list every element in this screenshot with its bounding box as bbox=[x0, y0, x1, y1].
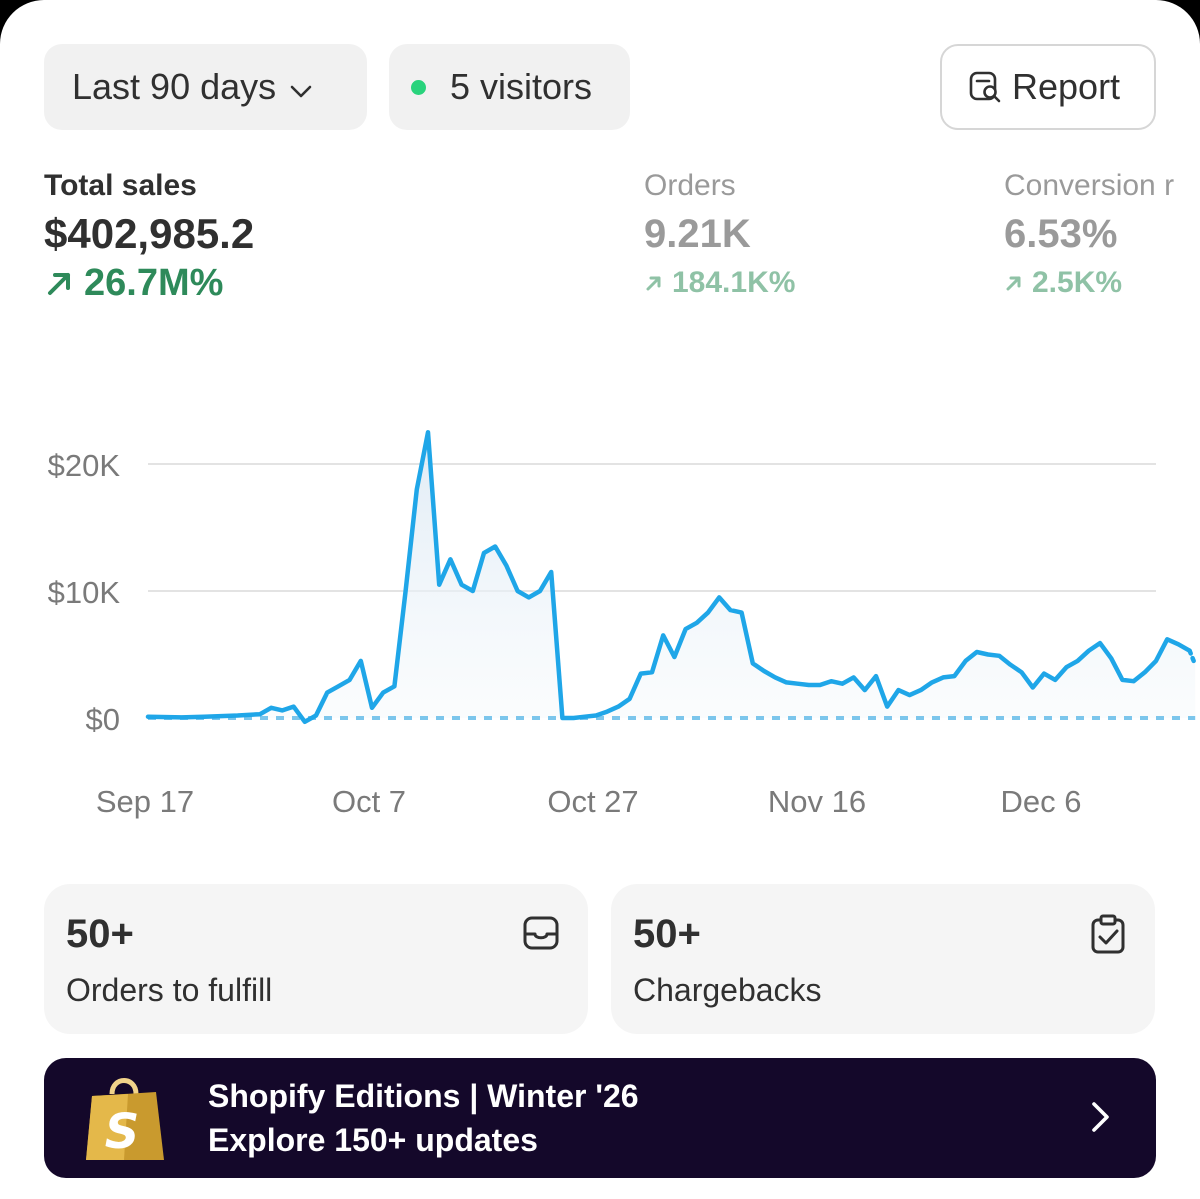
conversion-metric[interactable]: Conversion r 6.53% 2.5K% bbox=[1004, 168, 1174, 306]
banner-subtitle: Explore 150+ updates bbox=[208, 1122, 538, 1158]
shopify-logo-letter: S bbox=[105, 1104, 140, 1160]
orders-value: 9.21K bbox=[644, 212, 751, 256]
y-tick-label: $20K bbox=[48, 448, 121, 483]
y-tick-label: $0 bbox=[86, 702, 120, 737]
shopify-editions-banner[interactable]: S Shopify Editions | Winter '26 Explore … bbox=[44, 1058, 1156, 1178]
sales-line-chart[interactable]: $0 $10K $20K Sep 17 Oct 7 Oct 27 Nov 16 Dec 6 bbox=[0, 400, 1200, 840]
report-button[interactable]: Report bbox=[940, 44, 1156, 130]
orders-to-fulfill-count: 50+ bbox=[66, 912, 134, 956]
x-tick-label: Sep 17 bbox=[96, 784, 194, 819]
chevron-down-icon bbox=[290, 66, 312, 108]
date-range-label: Last 90 days bbox=[72, 66, 277, 107]
x-tick-label: Oct 7 bbox=[332, 784, 406, 819]
series-line-current-period bbox=[145, 430, 1192, 725]
total-sales-value: $402,985.2 bbox=[44, 210, 255, 257]
conversion-delta: 2.5K% bbox=[1004, 260, 1174, 306]
conversion-delta-value: 2.5K% bbox=[1032, 266, 1123, 299]
report-search-icon bbox=[969, 71, 1001, 103]
arrow-up-right-icon bbox=[1006, 276, 1021, 291]
series-line-projection bbox=[1187, 648, 1198, 667]
conversion-label: Conversion r bbox=[1004, 169, 1175, 202]
report-label: Report bbox=[1012, 66, 1121, 107]
orders-label: Orders bbox=[644, 169, 736, 202]
series-area bbox=[148, 432, 1196, 722]
chargebacks-count: 50+ bbox=[633, 912, 701, 956]
orders-delta-value: 184.1K% bbox=[672, 266, 796, 299]
chevron-right-icon bbox=[1092, 1102, 1109, 1132]
total-sales-delta-value: 26.7M% bbox=[84, 262, 224, 304]
total-sales-label: Total sales bbox=[44, 169, 197, 202]
orders-to-fulfill-label: Orders to fulfill bbox=[66, 972, 273, 1008]
shopify-bag-icon: S bbox=[86, 1078, 164, 1160]
live-visitors-pill[interactable]: 5 visitors bbox=[389, 44, 630, 130]
banner-title: Shopify Editions | Winter '26 bbox=[208, 1078, 639, 1114]
chargebacks-tile[interactable]: 50+ Chargebacks bbox=[611, 884, 1155, 1034]
arrow-up-right-icon bbox=[646, 276, 661, 291]
chargebacks-label: Chargebacks bbox=[633, 972, 822, 1008]
x-tick-label: Oct 27 bbox=[547, 784, 638, 819]
x-tick-label: Dec 6 bbox=[1001, 784, 1082, 819]
orders-to-fulfill-tile[interactable]: 50+ Orders to fulfill bbox=[44, 884, 588, 1034]
inbox-icon bbox=[523, 916, 559, 950]
total-sales-metric[interactable]: Total sales $402,985.2 26.7M% bbox=[44, 168, 254, 306]
y-tick-label: $10K bbox=[48, 575, 121, 610]
visitors-label: 5 visitors bbox=[450, 66, 593, 107]
clipboard-check-icon bbox=[1091, 914, 1125, 954]
orders-delta: 184.1K% bbox=[644, 260, 795, 306]
conversion-value: 6.53% bbox=[1004, 212, 1118, 256]
arrow-up-right-icon bbox=[48, 273, 70, 295]
x-tick-label: Nov 16 bbox=[768, 784, 866, 819]
orders-metric[interactable]: Orders 9.21K 184.1K% bbox=[644, 168, 795, 306]
live-status-dot bbox=[411, 79, 426, 95]
date-range-selector[interactable]: Last 90 days bbox=[44, 44, 367, 130]
total-sales-delta: 26.7M% bbox=[44, 260, 254, 306]
